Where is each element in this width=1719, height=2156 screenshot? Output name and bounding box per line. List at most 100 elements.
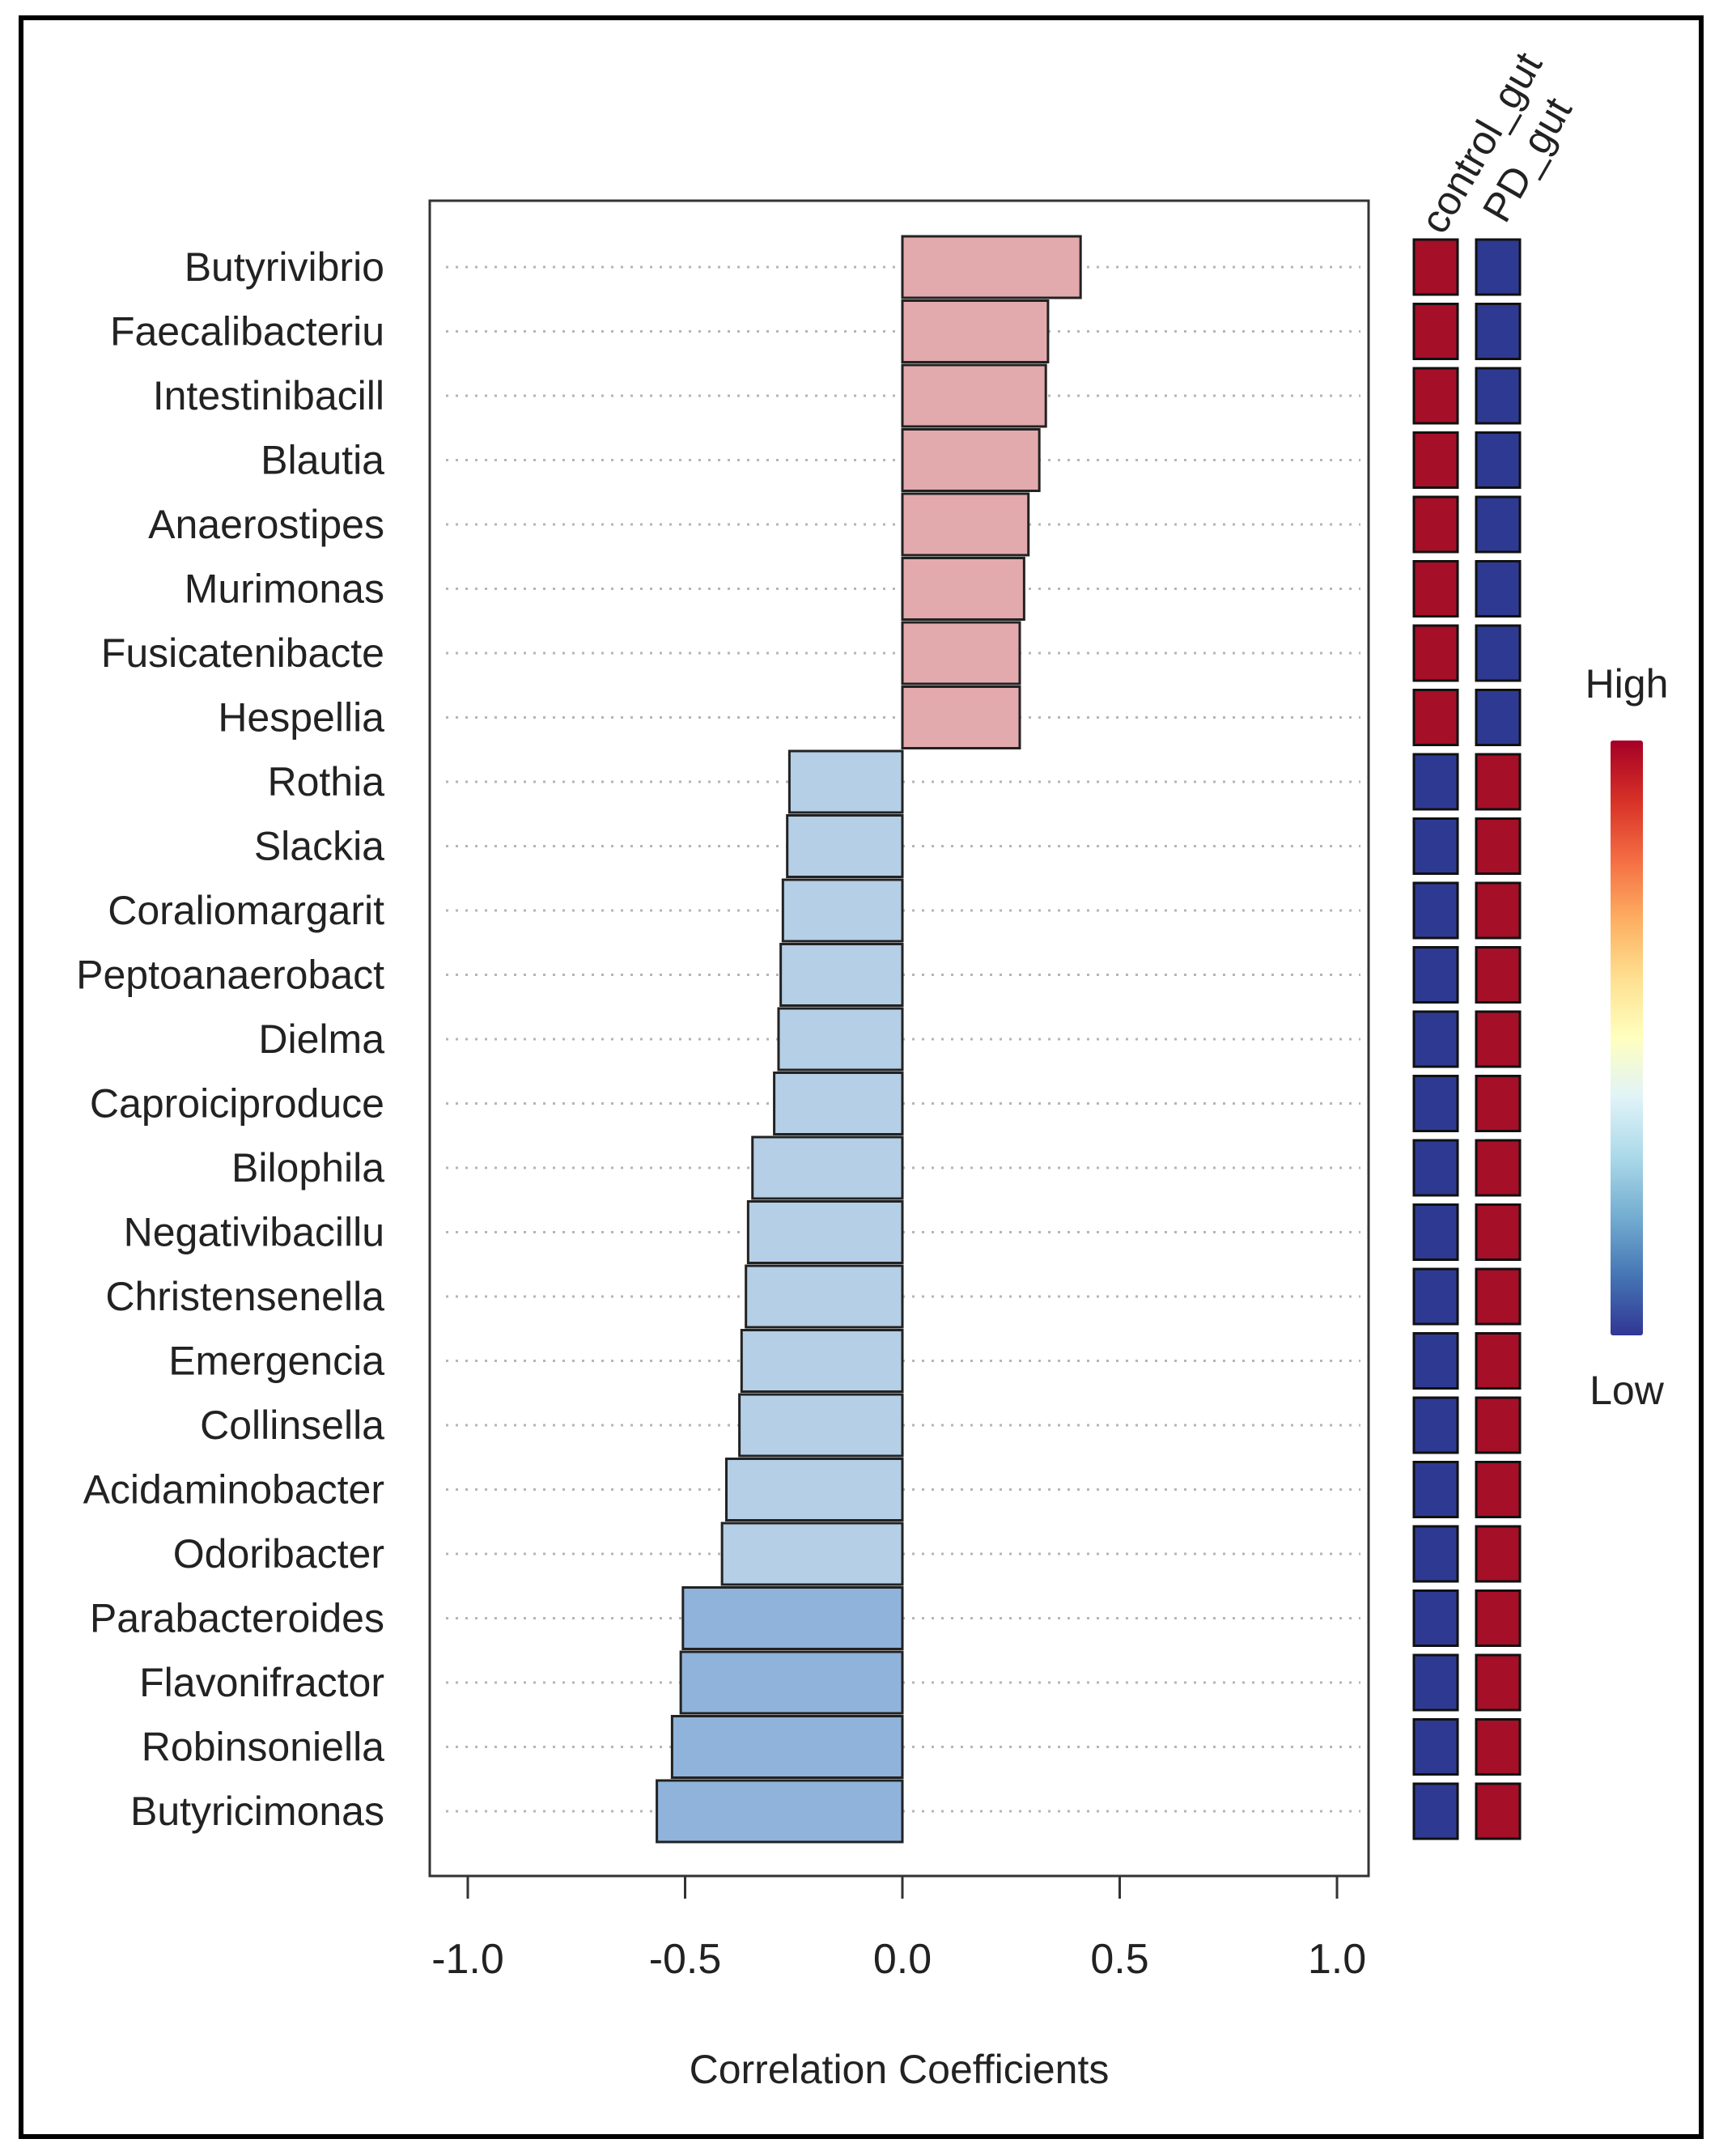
heatmap-cell — [1412, 560, 1459, 618]
heatmap-cells — [1412, 238, 1522, 1840]
bar-faecalibacteriu — [901, 299, 1050, 363]
bars — [656, 235, 1082, 1844]
heatmap-cell — [1475, 495, 1522, 554]
bar-flavonifractor — [679, 1650, 904, 1715]
category-label: Caproiciproduce — [90, 1081, 384, 1127]
bar-fusicatenibacte — [901, 621, 1021, 685]
bar-emergencia — [740, 1329, 904, 1393]
heatmap-cell — [1412, 1396, 1459, 1454]
bar-dielma — [777, 1007, 904, 1072]
heatmap-cell — [1412, 303, 1459, 360]
bar-intestinibacill — [901, 363, 1047, 428]
category-label: Peptoanaerobact — [76, 953, 384, 998]
bar-butyricimonas — [656, 1779, 904, 1844]
heatmap-cell — [1412, 495, 1459, 554]
heatmap-cell — [1412, 431, 1459, 489]
x-tick-label: 0.5 — [1090, 1936, 1148, 1983]
heatmap-cell — [1412, 1332, 1459, 1390]
heatmap-cell — [1475, 689, 1522, 746]
bar-rothia — [787, 749, 904, 814]
bar-coraliomargarit — [781, 878, 904, 943]
category-label: Fusicatenibacte — [101, 630, 384, 676]
category-label: Anaerostipes — [148, 502, 384, 547]
heatmap-cell — [1475, 1396, 1522, 1454]
category-label: Acidaminobacter — [83, 1467, 384, 1513]
colorbar-low-label: Low — [1590, 1368, 1665, 1413]
bar-collinsella — [738, 1393, 904, 1458]
bar-peptoanaerobact — [779, 943, 904, 1007]
category-label: Murimonas — [185, 567, 384, 612]
bar-hespellia — [901, 685, 1021, 749]
heatmap-cell — [1412, 238, 1459, 296]
heatmap-cell — [1412, 689, 1459, 746]
category-label: Hespellia — [218, 695, 384, 741]
heatmap-cell — [1475, 946, 1522, 1004]
heatmap-cell — [1412, 817, 1459, 875]
bar-caproiciproduce — [773, 1072, 904, 1135]
bar-christensenella — [745, 1264, 904, 1329]
category-label: Slackia — [254, 824, 384, 869]
heatmap-cell — [1475, 1718, 1522, 1776]
heatmap-cell — [1475, 1653, 1522, 1712]
heatmap-cell — [1412, 1525, 1459, 1583]
colorbar-high-label: High — [1585, 661, 1669, 707]
category-label: Odoribacter — [173, 1531, 384, 1577]
bar-butyrivibrio — [901, 235, 1082, 299]
category-label: Intestinibacill — [153, 373, 384, 418]
x-axis-title: Correlation Coefficients — [690, 2047, 1110, 2092]
category-label: Collinsella — [200, 1403, 384, 1448]
category-label: Butyricimonas — [130, 1789, 384, 1834]
category-labels: Butyrivibrio Faecalibacteriu Intestinibaci… — [76, 244, 384, 1834]
heatmap-cell — [1475, 1139, 1522, 1197]
heatmap-cell — [1475, 560, 1522, 618]
x-tick-label: -0.5 — [649, 1936, 722, 1983]
category-label: Negativibacillu — [124, 1210, 384, 1255]
heatmap-cell — [1475, 817, 1522, 875]
heatmap-cell — [1412, 1589, 1459, 1647]
category-label: Robinsoniella — [142, 1725, 384, 1770]
x-tick-label: 1.0 — [1308, 1936, 1366, 1983]
heatmap-cell — [1475, 1203, 1522, 1261]
bar-parabacteroides — [681, 1586, 904, 1650]
heatmap-cell — [1475, 367, 1522, 425]
heatmap-cell — [1475, 238, 1522, 296]
category-label: Blautia — [261, 438, 384, 483]
heatmap-cell — [1475, 1461, 1522, 1518]
category-label: Dielma — [258, 1016, 384, 1062]
x-axis: -1.0 -0.5 0.0 0.5 1.0 — [431, 1874, 1366, 1983]
bar-slackia — [786, 814, 904, 878]
bar-odoribacter — [720, 1522, 904, 1586]
category-label: Flavonifractor — [139, 1660, 384, 1705]
bar-bilophila — [751, 1135, 904, 1200]
colorbar-legend: High Low — [1585, 661, 1669, 1413]
heatmap-cell — [1412, 1075, 1459, 1132]
x-tick-label: 0.0 — [873, 1936, 932, 1983]
heatmap-cell — [1475, 1010, 1522, 1068]
heatmap-cell — [1412, 1461, 1459, 1518]
category-label: Faecalibacteriu — [110, 309, 384, 354]
heatmap-cell — [1412, 946, 1459, 1004]
bar-negativibacillu — [746, 1200, 904, 1264]
category-label: Rothia — [267, 759, 384, 804]
heatmap-cell — [1475, 1332, 1522, 1390]
bar-murimonas — [901, 557, 1025, 621]
heatmap-cell — [1475, 431, 1522, 489]
heatmap-cell — [1412, 1010, 1459, 1068]
bar-blautia — [901, 428, 1041, 492]
heatmap-cell — [1412, 624, 1459, 682]
category-label: Bilophila — [231, 1145, 384, 1190]
heatmap-cell — [1412, 1139, 1459, 1197]
heatmap-cell — [1412, 1718, 1459, 1776]
heatmap-cell — [1475, 1267, 1522, 1326]
heatmap-cell — [1412, 881, 1459, 940]
heatmap-cell — [1475, 1782, 1522, 1840]
category-label: Parabacteroides — [90, 1596, 384, 1641]
heatmap-cell — [1475, 881, 1522, 940]
category-label: Christensenella — [105, 1274, 384, 1319]
bar-anaerostipes — [901, 492, 1030, 557]
x-tick-label: -1.0 — [431, 1936, 504, 1983]
bar-acidaminobacter — [725, 1458, 904, 1522]
heatmap-cell — [1475, 1589, 1522, 1647]
heatmap-cell — [1475, 303, 1522, 360]
heatmap-cell — [1475, 753, 1522, 811]
